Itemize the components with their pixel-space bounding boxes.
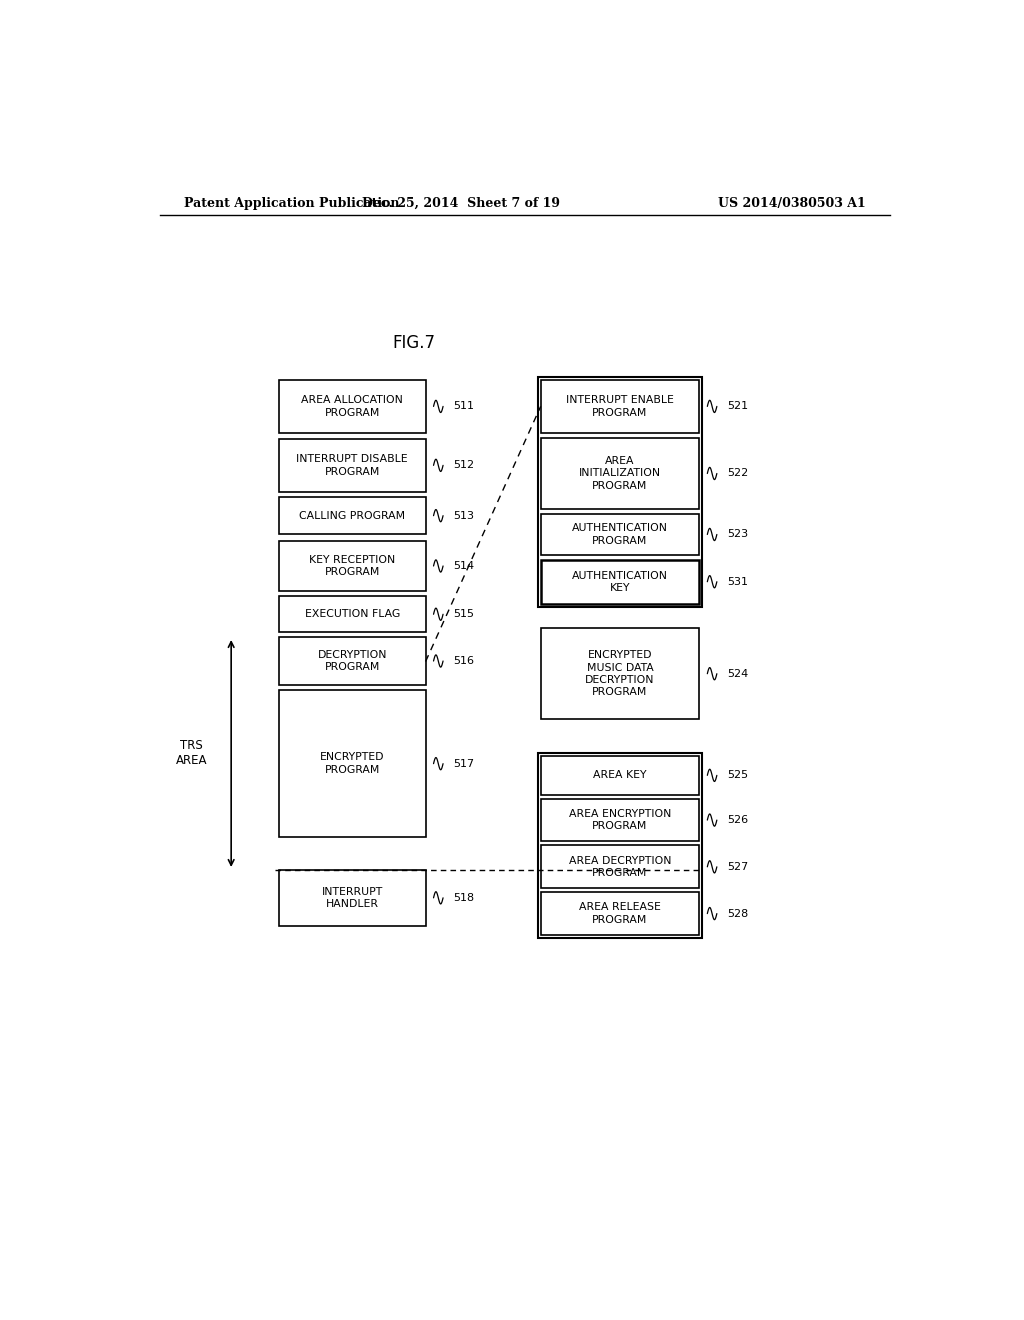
Text: 527: 527 (727, 862, 749, 871)
Text: TRS
AREA: TRS AREA (176, 739, 207, 767)
Text: 513: 513 (454, 511, 474, 520)
Text: FIG.7: FIG.7 (392, 334, 435, 352)
Bar (279, 496, 426, 535)
Text: 518: 518 (454, 892, 474, 903)
Text: AREA ENCRYPTION
PROGRAM: AREA ENCRYPTION PROGRAM (569, 809, 671, 832)
Text: 515: 515 (454, 610, 474, 619)
Text: ENCRYPTED
MUSIC DATA
DECRYPTION
PROGRAM: ENCRYPTED MUSIC DATA DECRYPTION PROGRAM (586, 651, 654, 697)
Bar (541, 438, 699, 510)
Bar (541, 756, 699, 795)
Text: AREA RELEASE
PROGRAM: AREA RELEASE PROGRAM (580, 903, 660, 925)
Text: 523: 523 (727, 529, 749, 540)
Text: 528: 528 (727, 908, 749, 919)
Text: 522: 522 (727, 469, 749, 478)
Text: 516: 516 (454, 656, 474, 667)
Bar (279, 690, 426, 837)
Text: Patent Application Publication: Patent Application Publication (183, 197, 399, 210)
Text: KEY RECEPTION
PROGRAM: KEY RECEPTION PROGRAM (309, 554, 395, 577)
Text: 521: 521 (727, 401, 749, 412)
Bar (541, 560, 699, 603)
Text: 524: 524 (727, 669, 749, 678)
Text: 526: 526 (727, 814, 749, 825)
Bar (279, 870, 426, 925)
Bar (541, 892, 699, 935)
Bar (539, 752, 701, 939)
Text: 517: 517 (454, 759, 474, 768)
Text: EXECUTION FLAG: EXECUTION FLAG (304, 610, 399, 619)
Text: INTERRUPT DISABLE
PROGRAM: INTERRUPT DISABLE PROGRAM (296, 454, 408, 477)
Text: AREA
INITIALIZATION
PROGRAM: AREA INITIALIZATION PROGRAM (579, 457, 662, 491)
Bar (541, 799, 699, 841)
Text: Dec. 25, 2014  Sheet 7 of 19: Dec. 25, 2014 Sheet 7 of 19 (362, 197, 560, 210)
Text: 531: 531 (727, 577, 749, 586)
Text: AUTHENTICATION
PROGRAM: AUTHENTICATION PROGRAM (572, 523, 668, 545)
Bar (539, 378, 701, 607)
Bar (541, 380, 699, 433)
Text: INTERRUPT
HANDLER: INTERRUPT HANDLER (322, 887, 383, 909)
Text: CALLING PROGRAM: CALLING PROGRAM (299, 511, 406, 520)
Bar (279, 638, 426, 685)
Bar (279, 380, 426, 433)
Text: AREA KEY: AREA KEY (593, 771, 647, 780)
Text: AREA DECRYPTION
PROGRAM: AREA DECRYPTION PROGRAM (568, 855, 672, 878)
Text: US 2014/0380503 A1: US 2014/0380503 A1 (718, 197, 866, 210)
Text: 525: 525 (727, 771, 749, 780)
Bar (279, 440, 426, 492)
Bar (541, 513, 699, 554)
Bar (541, 846, 699, 888)
Text: INTERRUPT ENABLE
PROGRAM: INTERRUPT ENABLE PROGRAM (566, 395, 674, 417)
Bar (279, 541, 426, 591)
Text: 511: 511 (454, 401, 474, 412)
Text: 514: 514 (454, 561, 474, 572)
Text: DECRYPTION
PROGRAM: DECRYPTION PROGRAM (317, 649, 387, 672)
Text: AUTHENTICATION
KEY: AUTHENTICATION KEY (572, 570, 668, 593)
Bar (279, 597, 426, 632)
Text: ENCRYPTED
PROGRAM: ENCRYPTED PROGRAM (319, 752, 384, 775)
Text: AREA ALLOCATION
PROGRAM: AREA ALLOCATION PROGRAM (301, 395, 403, 417)
Bar (541, 628, 699, 719)
Text: 512: 512 (454, 461, 474, 470)
